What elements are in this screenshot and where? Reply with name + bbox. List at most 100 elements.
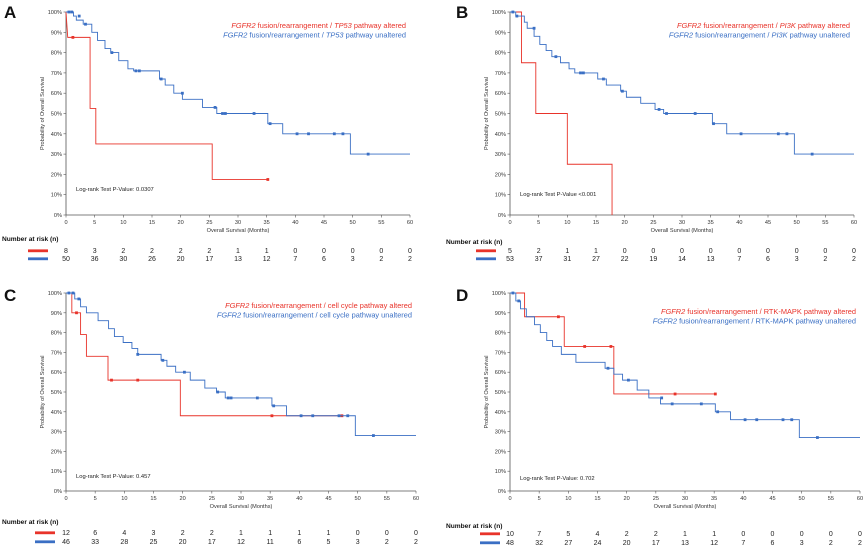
risk-count-unaltered: 2	[823, 256, 827, 263]
y-axis-label: Probability of Overall Survival	[484, 355, 490, 428]
panel-letter: D	[456, 286, 468, 305]
risk-count-altered: 0	[858, 531, 862, 538]
censor-mark	[609, 345, 613, 348]
x-axis-label: Overall Survival (Months)	[654, 504, 717, 510]
censor-mark	[226, 396, 230, 400]
risk-count-unaltered: 3	[351, 256, 355, 263]
y-tick-label: 40%	[495, 132, 506, 138]
y-tick-label: 100%	[492, 291, 506, 297]
censor-mark	[266, 178, 270, 181]
y-tick-label: 90%	[51, 311, 62, 317]
censor-mark	[337, 414, 341, 418]
y-tick-label: 50%	[51, 112, 62, 118]
censor-mark	[180, 91, 184, 95]
risk-count-unaltered: 30	[119, 256, 127, 263]
censor-mark	[71, 291, 75, 295]
risk-count-unaltered: 48	[506, 540, 514, 547]
risk-count-altered: 1	[327, 530, 331, 537]
x-tick-label: 40	[736, 220, 742, 226]
risk-count-unaltered: 13	[707, 256, 715, 263]
x-tick-label: 60	[857, 496, 863, 502]
x-tick-label: 15	[594, 496, 600, 502]
y-tick-label: 0%	[54, 489, 62, 495]
risk-count-unaltered: 19	[649, 256, 657, 263]
censor-mark	[665, 112, 668, 115]
risk-count-altered: 0	[737, 248, 741, 255]
survival-curve-altered	[65, 11, 268, 180]
x-tick-label: 20	[624, 496, 630, 502]
risk-count-unaltered: 50	[62, 256, 70, 263]
censor-mark	[295, 132, 299, 136]
censor-mark	[272, 404, 276, 408]
censor-mark	[70, 10, 74, 14]
legend-entry-unaltered: FGFR2 fusion/rearrangement / TP53 pathwa…	[223, 31, 406, 40]
risk-count-unaltered: 7	[293, 256, 297, 263]
censor-mark	[743, 418, 747, 422]
risk-count-altered: 2	[654, 531, 658, 538]
panel-letter: B	[456, 3, 468, 22]
censor-mark	[71, 35, 75, 39]
risk-count-unaltered: 12	[710, 540, 718, 547]
x-tick-label: 20	[622, 220, 628, 226]
risk-count-unaltered: 2	[852, 256, 856, 263]
panel-letter: C	[4, 286, 16, 305]
x-tick-label: 15	[150, 496, 156, 502]
censor-mark	[213, 106, 217, 109]
y-axis-label: Probability of Overall Survival	[40, 77, 46, 150]
y-axis-label: Probability of Overall Survival	[484, 77, 490, 150]
risk-count-altered: 1	[236, 248, 240, 255]
risk-count-altered: 0	[623, 248, 627, 255]
logrank-pvalue: Log-rank Test P-Value: 0.457	[76, 474, 151, 480]
censor-mark	[673, 392, 677, 396]
censor-mark	[699, 402, 703, 406]
panel-letter: A	[4, 3, 16, 22]
risk-count-altered: 0	[651, 248, 655, 255]
y-tick-label: 20%	[51, 172, 62, 178]
censor-mark	[670, 402, 674, 406]
x-tick-label: 35	[711, 496, 717, 502]
censor-mark	[372, 434, 375, 437]
km-panel-b: B0%10%20%30%40%50%60%70%80%90%100%0 5 10 15…	[446, 3, 857, 263]
risk-count-altered: 1	[594, 248, 598, 255]
x-tick-label: 60	[413, 496, 419, 502]
km-panel-c: C0%10%20%30%40%50%60%70%80%90%100%0 5 10 15…	[2, 286, 419, 546]
risk-count-unaltered: 13	[681, 540, 689, 547]
risk-count-unaltered: 17	[208, 539, 216, 546]
risk-count-unaltered: 2	[829, 540, 833, 547]
x-tick-label: 50	[799, 496, 805, 502]
censor-mark	[67, 291, 71, 295]
risk-count-altered: 1	[683, 531, 687, 538]
censor-mark	[136, 352, 140, 356]
logrank-pvalue: Log-rank Test P-Value: 0.0307	[76, 187, 154, 193]
risk-count-unaltered: 20	[179, 539, 187, 546]
censor-mark	[810, 152, 814, 156]
x-axis-label: Overall Survival (Months)	[651, 228, 714, 234]
risk-count-unaltered: 3	[356, 539, 360, 546]
x-tick-label: 0	[508, 220, 511, 226]
legend-entry-unaltered: FGFR2 fusion/rearrangement / cell cycle …	[217, 311, 412, 320]
y-tick-label: 0%	[54, 213, 62, 219]
x-tick-label: 5	[93, 220, 96, 226]
censor-mark	[341, 132, 345, 136]
y-tick-label: 50%	[51, 390, 62, 396]
y-tick-label: 30%	[495, 430, 506, 436]
risk-count-altered: 2	[625, 531, 629, 538]
censor-mark	[660, 396, 664, 400]
risk-count-unaltered: 14	[678, 256, 686, 263]
survival-curve-unaltered	[510, 292, 860, 438]
risk-count-unaltered: 6	[771, 540, 775, 547]
censor-mark	[515, 14, 519, 18]
risk-count-unaltered: 3	[795, 256, 799, 263]
risk-count-unaltered: 36	[91, 256, 99, 263]
risk-count-unaltered: 6	[766, 256, 770, 263]
censor-mark	[299, 414, 303, 418]
censor-mark	[77, 14, 81, 18]
risk-count-unaltered: 3	[800, 540, 804, 547]
x-tick-label: 35	[708, 220, 714, 226]
risk-row-marker-altered	[35, 531, 55, 535]
y-tick-label: 90%	[51, 30, 62, 36]
y-tick-label: 70%	[495, 350, 506, 356]
survival-curve-unaltered	[66, 292, 416, 437]
y-tick-label: 40%	[51, 410, 62, 416]
risk-count-altered: 6	[93, 530, 97, 537]
